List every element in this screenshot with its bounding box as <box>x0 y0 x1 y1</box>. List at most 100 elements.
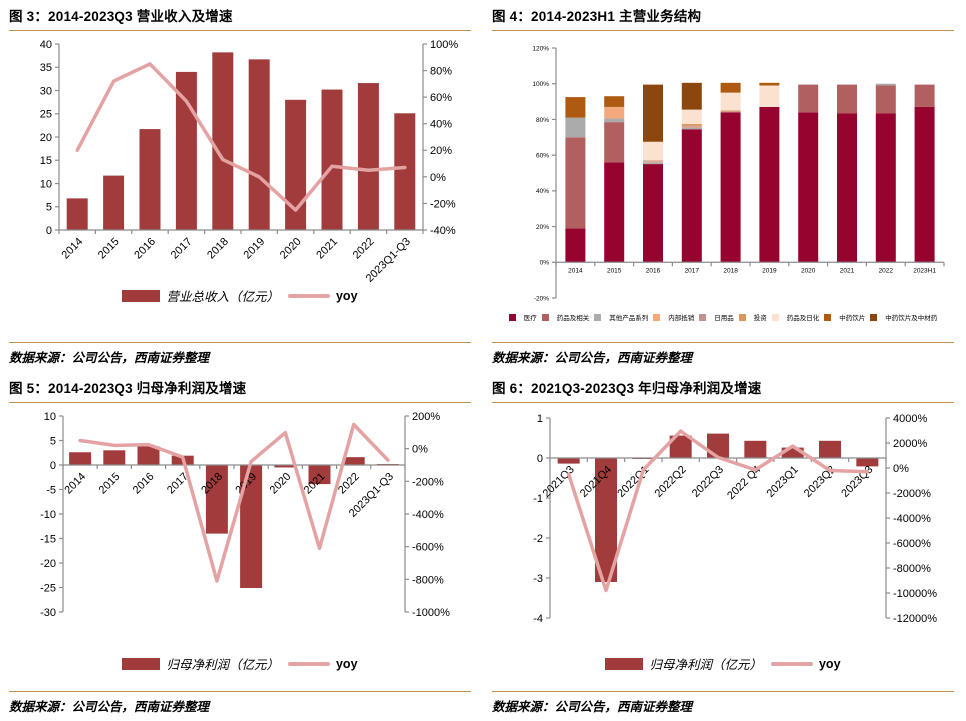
bar-series-swatch <box>122 657 161 670</box>
svg-text:-25: -25 <box>40 582 56 594</box>
footer-divider <box>492 691 954 692</box>
legend-item: 投资 <box>738 312 767 322</box>
svg-text:0%: 0% <box>540 260 550 267</box>
business-structure-chart: 120% 100% 80% 60% 40% 20% 0% -20% 2014 2015 2016 20… <box>532 45 945 302</box>
svg-text:2020: 2020 <box>278 236 304 262</box>
svg-text:0%: 0% <box>412 444 428 456</box>
svg-text:-600%: -600% <box>412 542 444 554</box>
legend-label: 营业总收入（亿元） <box>166 289 279 304</box>
svg-text:2017: 2017 <box>685 267 700 274</box>
legend-item: yoy <box>770 656 841 671</box>
svg-text:40%: 40% <box>536 188 549 195</box>
svg-text:-5: -5 <box>46 484 56 496</box>
series-swatch <box>738 313 746 321</box>
svg-text:2014: 2014 <box>568 267 583 274</box>
svg-text:2015: 2015 <box>96 236 122 262</box>
svg-text:2015: 2015 <box>97 471 123 497</box>
svg-text:2021: 2021 <box>840 267 855 274</box>
title-underline <box>9 402 471 403</box>
legend-item: 日用品 <box>699 312 734 322</box>
svg-text:10: 10 <box>44 411 56 423</box>
legend-label: yoy <box>335 288 358 303</box>
svg-text:5: 5 <box>46 202 52 214</box>
figure-5-panel: 图 5：2014-2023Q3 归母净利润及增速 10 5 0 -5 -10 -15 -20… <box>0 372 483 721</box>
title-underline <box>492 402 954 403</box>
legend-label: 医疗 <box>523 315 537 322</box>
legend-label: 投资 <box>753 315 767 322</box>
legend-item: 归母净利润（亿元） <box>605 654 762 673</box>
figure-6-title: 图 6：2021Q3-2023Q3 年归母净利润及增速 <box>492 381 762 396</box>
svg-text:40: 40 <box>40 39 52 51</box>
series-swatch <box>594 313 602 321</box>
svg-text:-200%: -200% <box>412 476 444 488</box>
svg-text:0%: 0% <box>893 463 909 475</box>
svg-text:25: 25 <box>40 109 52 121</box>
legend-item: 中药饮片 <box>824 312 865 322</box>
figure-6-source: 数据来源：公司公告，西南证券整理 <box>492 699 693 714</box>
series-swatch <box>653 313 661 321</box>
series-swatch <box>541 313 549 321</box>
svg-text:-40%: -40% <box>430 225 456 237</box>
line-series-swatch <box>287 293 330 298</box>
legend-label: 中药饮片及中材药 <box>885 315 938 322</box>
legend-label: yoy <box>818 656 841 671</box>
legend-label: 其他产品系列 <box>609 315 649 322</box>
svg-text:2023Q3: 2023Q3 <box>839 464 875 500</box>
svg-text:2022: 2022 <box>879 267 894 274</box>
svg-text:-30: -30 <box>40 607 56 619</box>
svg-text:-2: -2 <box>533 533 543 545</box>
svg-text:-4: -4 <box>533 613 543 625</box>
series-swatch <box>699 313 707 321</box>
series-swatch <box>824 313 832 321</box>
svg-text:2023Q1: 2023Q1 <box>765 464 801 500</box>
svg-text:-1: -1 <box>533 493 543 505</box>
legend-item: 营业总收入（亿元） <box>122 286 279 305</box>
svg-text:35: 35 <box>40 62 52 74</box>
figure-3-source: 数据来源：公司公告，西南证券整理 <box>9 350 210 365</box>
net-profit-annual-chart: 10 5 0 -5 -10 -15 -20 -25 -30 200% 0% -200% -400% -60… <box>40 411 450 619</box>
series-swatch <box>771 313 779 321</box>
svg-text:-10: -10 <box>40 509 56 521</box>
figure-4-title: 图 4：2014-2023H1 主营业务结构 <box>492 9 702 24</box>
svg-text:20%: 20% <box>536 224 549 231</box>
svg-text:2020: 2020 <box>801 267 816 274</box>
svg-text:2016: 2016 <box>131 471 157 497</box>
svg-text:2014: 2014 <box>62 471 88 497</box>
svg-text:2016: 2016 <box>646 267 661 274</box>
svg-text:20: 20 <box>40 132 52 144</box>
svg-text:-3: -3 <box>533 573 543 585</box>
svg-text:2014: 2014 <box>60 236 86 262</box>
svg-text:40%: 40% <box>430 119 452 131</box>
legend-label: 药品及日化 <box>786 315 820 322</box>
legend-label: yoy <box>335 656 358 671</box>
net-profit-quarterly-chart: 1 0 -1 -2 -3 -4 4000% 2000% 0% -2000% -4000% -6000%… <box>533 413 937 625</box>
legend-label: 药品及相关 <box>556 315 590 322</box>
svg-text:2019: 2019 <box>762 267 777 274</box>
figure-6-legend: 归母净利润（亿元） yoy <box>492 654 954 673</box>
legend-item: 内部抵销 <box>653 312 694 322</box>
svg-text:2015: 2015 <box>607 267 622 274</box>
legend-item: 归母净利润（亿元） <box>122 654 279 673</box>
svg-text:5: 5 <box>50 435 56 447</box>
figure-3-panel: 图 3：2014-2023Q3 营业收入及增速 0 5 10 15 20 25 30 35 40… <box>0 0 483 372</box>
title-underline <box>9 30 471 31</box>
svg-text:-20%: -20% <box>534 295 549 302</box>
figure-3-legend: 营业总收入（亿元） yoy <box>9 286 471 305</box>
svg-text:60%: 60% <box>536 152 549 159</box>
svg-text:-20%: -20% <box>430 198 456 210</box>
legend-label: 中药饮片 <box>839 315 866 322</box>
svg-text:2021: 2021 <box>314 236 340 262</box>
title-underline <box>492 30 954 31</box>
legend-label: 日用品 <box>714 315 734 322</box>
svg-text:-2000%: -2000% <box>893 488 931 500</box>
svg-text:20%: 20% <box>430 145 452 157</box>
bar-series-swatch <box>605 657 644 670</box>
svg-text:-20: -20 <box>40 558 56 570</box>
figure-5-title: 图 5：2014-2023Q3 归母净利润及增速 <box>9 381 247 396</box>
legend-item: 中药饮片及中材药 <box>870 312 937 322</box>
figure-3-title: 图 3：2014-2023Q3 营业收入及增速 <box>9 9 233 24</box>
svg-text:2018: 2018 <box>205 236 231 262</box>
svg-text:2020: 2020 <box>268 471 294 497</box>
svg-text:0%: 0% <box>430 172 446 184</box>
legend-label: 内部抵销 <box>668 315 695 322</box>
